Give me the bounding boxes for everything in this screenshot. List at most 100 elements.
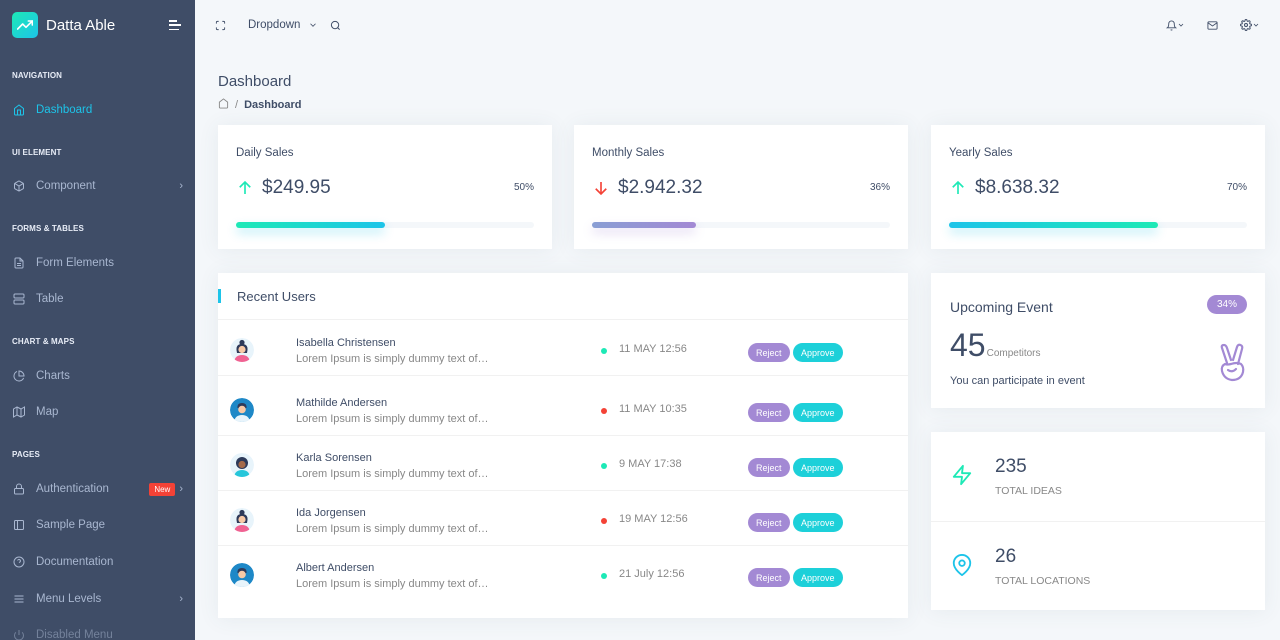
- reject-button[interactable]: Reject: [748, 513, 790, 532]
- user-name: Albert Andersen: [296, 562, 375, 574]
- user-date: 9 MAY 17:38: [619, 458, 682, 470]
- menu-toggle-icon[interactable]: [169, 18, 183, 32]
- map-icon: [12, 405, 26, 419]
- sales-title: Daily Sales: [236, 147, 294, 159]
- user-name: Mathilde Andersen: [296, 397, 388, 409]
- monthly-sales-card: Monthly Sales $2.942.32 36%: [574, 125, 908, 249]
- sales-percent: 70%: [1226, 182, 1247, 193]
- sidebar-item-map[interactable]: Map: [0, 394, 195, 430]
- chevron-right-icon: ›: [179, 483, 183, 495]
- sidebar-item-label: Authentication: [36, 483, 109, 495]
- progress-track: [592, 222, 890, 228]
- header-dropdown-label: Dropdown: [248, 19, 301, 31]
- sidebar-item-label: Disabled Menu: [36, 629, 113, 640]
- status-dot: [601, 348, 607, 354]
- gear-icon: [1240, 19, 1252, 31]
- user-description: Lorem Ipsum is simply dummy text of…: [296, 413, 489, 425]
- zap-icon: [951, 464, 973, 491]
- sales-percent: 50%: [513, 182, 534, 193]
- settings-button[interactable]: [1240, 19, 1260, 31]
- stat-value: 235: [995, 456, 1027, 477]
- sales-title: Monthly Sales: [592, 147, 665, 159]
- nav-caption-ui-element: UI ELEMENT: [12, 148, 62, 157]
- approve-button[interactable]: Approve: [793, 513, 843, 532]
- brand-logo[interactable]: [12, 12, 38, 38]
- chevron-down-icon: [1253, 23, 1259, 27]
- sidebar-item-authentication[interactable]: Authentication New ›: [0, 471, 195, 507]
- nav-caption-chart-maps: CHART & MAPS: [12, 337, 75, 346]
- approve-button[interactable]: Approve: [793, 568, 843, 587]
- sidebar-item-label: Documentation: [36, 556, 114, 568]
- approve-button[interactable]: Approve: [793, 403, 843, 422]
- notification-button[interactable]: [1166, 20, 1185, 31]
- sales-amount: $2.942.32: [618, 177, 703, 198]
- stats-card: 235 TOTAL IDEAS 26 TOTAL LOCATIONS: [931, 432, 1265, 610]
- stat-label: TOTAL LOCATIONS: [995, 575, 1091, 587]
- stat-total-ideas: 235 TOTAL IDEAS: [931, 432, 1265, 522]
- reject-button[interactable]: Reject: [748, 403, 790, 422]
- sidebar-item-label: Dashboard: [36, 104, 93, 116]
- status-dot: [601, 408, 607, 414]
- header-accent-bar: [218, 289, 221, 303]
- sidebar-item-label: Table: [36, 293, 64, 305]
- top-header: Dropdown: [195, 0, 1280, 50]
- event-count-label: Competitors: [986, 348, 1041, 359]
- file-text-icon: [12, 256, 26, 270]
- chevron-right-icon: ›: [179, 180, 183, 192]
- event-count: 45 Competitors: [950, 327, 1041, 364]
- breadcrumb-current: Dashboard: [244, 99, 302, 111]
- reject-button[interactable]: Reject: [748, 458, 790, 477]
- status-dot: [601, 463, 607, 469]
- sales-value: $8.638.32: [949, 177, 1060, 199]
- sidebar-item-documentation[interactable]: Documentation: [0, 544, 195, 580]
- sidebar-item-label: Form Elements: [36, 257, 114, 269]
- home-icon[interactable]: [218, 98, 229, 112]
- sales-percent: 36%: [869, 182, 890, 193]
- brand-title: Datta Able: [46, 16, 116, 34]
- sidebar-item-dashboard[interactable]: Dashboard: [0, 92, 195, 128]
- pie-chart-icon: [12, 369, 26, 383]
- bell-icon: [1166, 20, 1177, 31]
- avatar: [230, 453, 254, 477]
- progress-track: [949, 222, 1247, 228]
- approve-button[interactable]: Approve: [793, 343, 843, 362]
- search-icon[interactable]: [330, 20, 341, 31]
- victory-hand-icon: [1217, 343, 1247, 388]
- reject-button[interactable]: Reject: [748, 568, 790, 587]
- upcoming-event-card: Upcoming Event 34% 45 Competitors You ca…: [931, 273, 1265, 408]
- box-icon: [12, 179, 26, 193]
- new-badge: New: [149, 482, 176, 496]
- event-badge: 34%: [1206, 295, 1247, 314]
- brand: Datta Able: [0, 0, 195, 50]
- reject-button[interactable]: Reject: [748, 343, 790, 362]
- approve-button[interactable]: Approve: [793, 458, 843, 477]
- sidebar-item-form-elements[interactable]: Form Elements: [0, 245, 195, 281]
- table-row: Mathilde Andersen Lorem Ipsum is simply d…: [218, 381, 908, 436]
- recent-users-header: Recent Users: [218, 273, 908, 320]
- chevron-down-icon: [310, 23, 317, 27]
- sidebar-item-charts[interactable]: Charts: [0, 358, 195, 394]
- chevron-down-icon: [1178, 23, 1184, 27]
- avatar: [230, 338, 254, 362]
- sidebar-item-component[interactable]: Component ›: [0, 168, 195, 204]
- sidebar-item-label: Sample Page: [36, 519, 106, 531]
- status-dot: [601, 573, 607, 579]
- server-icon: [12, 292, 26, 306]
- header-dropdown[interactable]: Dropdown: [248, 19, 318, 31]
- sidebar-item-disabled-menu: Disabled Menu: [0, 617, 195, 640]
- help-circle-icon: [12, 555, 26, 569]
- menu-icon: [12, 592, 26, 606]
- mail-icon[interactable]: [1207, 20, 1218, 31]
- nav-caption-navigation: NAVIGATION: [12, 71, 63, 80]
- yearly-sales-card: Yearly Sales $8.638.32 70%: [931, 125, 1265, 249]
- fullscreen-icon[interactable]: [215, 20, 226, 31]
- sidebar-icon: [12, 518, 26, 532]
- sidebar-item-table[interactable]: Table: [0, 281, 195, 317]
- stat-value: 26: [995, 546, 1017, 567]
- user-date: 19 MAY 12:56: [619, 513, 688, 525]
- daily-sales-card: Daily Sales $249.95 50%: [218, 125, 552, 249]
- sidebar-item-sample-page[interactable]: Sample Page: [0, 507, 195, 543]
- sidebar-item-menu-levels[interactable]: Menu Levels ›: [0, 581, 195, 617]
- map-pin-icon: [951, 554, 973, 581]
- user-name: Ida Jorgensen: [296, 507, 366, 519]
